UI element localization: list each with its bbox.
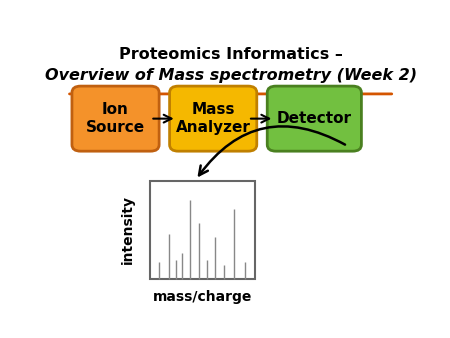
Bar bbox=[150, 181, 255, 279]
FancyBboxPatch shape bbox=[170, 86, 257, 151]
FancyBboxPatch shape bbox=[72, 86, 159, 151]
FancyBboxPatch shape bbox=[267, 86, 361, 151]
Text: mass/charge: mass/charge bbox=[153, 290, 252, 305]
Text: Ion
Source: Ion Source bbox=[86, 102, 145, 135]
Text: intensity: intensity bbox=[121, 195, 135, 264]
Text: Proteomics Informatics –: Proteomics Informatics – bbox=[119, 47, 342, 62]
Text: Detector: Detector bbox=[277, 111, 352, 126]
Text: Mass
Analyzer: Mass Analyzer bbox=[176, 102, 251, 135]
Text: Overview of Mass spectrometry (Week 2): Overview of Mass spectrometry (Week 2) bbox=[45, 68, 417, 83]
